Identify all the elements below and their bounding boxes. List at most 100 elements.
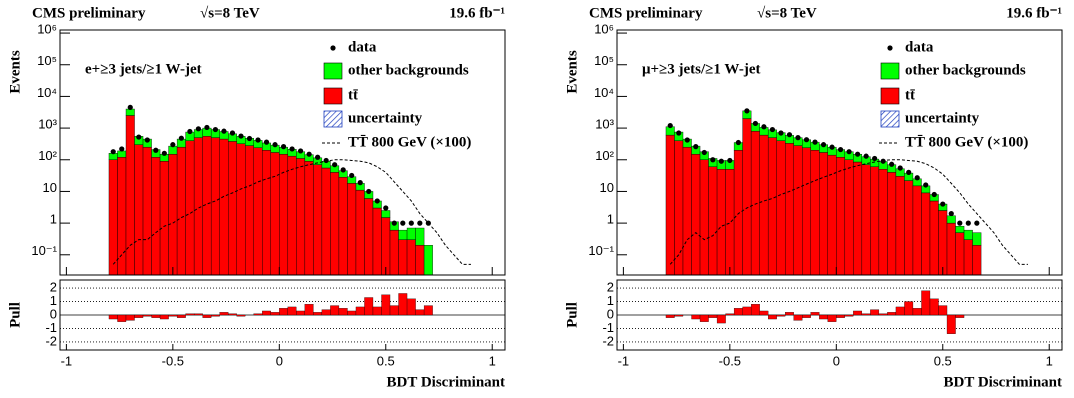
pull-bar	[228, 313, 237, 316]
header-lumi: 19.6 fb⁻¹	[449, 5, 505, 21]
data-point	[272, 142, 278, 148]
data-point	[323, 157, 329, 164]
pull-tick-label: 0	[607, 306, 614, 321]
legend-symbol	[323, 62, 343, 80]
y-tick-label: 10⁻¹	[31, 243, 57, 258]
channel-label: e+≥3 jets/≥1 W-jet	[85, 61, 202, 77]
stack-bar	[423, 245, 433, 276]
header-energy: √s=8 TeV	[200, 5, 260, 21]
pull-bar	[176, 314, 186, 318]
stack-bar	[750, 130, 760, 276]
x-tick-label: -0.5	[162, 353, 184, 368]
header-experiment: CMS preliminary	[32, 5, 146, 21]
x-tick-label: -1	[618, 353, 630, 368]
pull-bar	[381, 294, 391, 316]
data-point	[769, 126, 776, 133]
stack-bar	[262, 150, 271, 276]
pull-bar	[313, 312, 323, 316]
y-tick-label: 10⁻¹	[588, 243, 614, 258]
pull-bar	[151, 314, 161, 318]
data-point	[408, 220, 414, 226]
stack-bar	[193, 137, 203, 276]
pull-bar	[355, 306, 365, 316]
pull-bar	[674, 314, 684, 317]
stack-bar	[406, 239, 416, 276]
stack-bar	[287, 155, 297, 276]
stack-bar	[355, 189, 365, 276]
stack-bar	[742, 118, 752, 276]
data-point	[701, 149, 707, 156]
data-point	[144, 137, 150, 143]
stack-bar	[108, 159, 118, 276]
stack-bar	[810, 150, 820, 276]
data-point	[221, 128, 227, 134]
pull-bar	[887, 312, 897, 316]
stack-bar	[955, 225, 965, 233]
legend-symbol	[323, 110, 343, 128]
plot-frame	[59, 29, 506, 276]
legend-label: TT̄ 800 GeV (×100)	[905, 134, 1028, 150]
data-point	[940, 201, 946, 207]
x-tick-label: 0	[833, 353, 840, 368]
data-point	[374, 198, 380, 204]
pull-axis-label: Pull	[564, 302, 580, 328]
pull-bar	[330, 305, 340, 316]
stack-bar	[665, 134, 675, 276]
x-tick-label: 1	[1046, 353, 1053, 368]
data-point	[383, 205, 389, 211]
pull-bar	[742, 306, 752, 316]
pull-bar	[836, 314, 845, 318]
data-point	[744, 108, 750, 114]
data-point	[880, 158, 886, 164]
pull-bar	[733, 308, 743, 316]
data-point	[195, 126, 201, 132]
legend-label: TT̄ 800 GeV (×100)	[348, 134, 471, 150]
stack-bar	[347, 183, 357, 276]
stack-bar	[904, 180, 914, 276]
x-tick-label: 0	[276, 353, 283, 368]
pull-bar	[142, 314, 152, 317]
data-point	[280, 144, 287, 150]
pull-bar	[946, 314, 956, 334]
pull-bar	[665, 314, 675, 318]
data-point	[965, 220, 971, 226]
pull-bar	[776, 314, 786, 317]
stack-bar	[793, 145, 803, 276]
stack-bar	[878, 169, 888, 276]
data-point	[246, 135, 253, 142]
data-point	[710, 157, 716, 163]
pull-bar	[861, 313, 871, 316]
stack-bar	[296, 158, 306, 276]
pull-axis-label: Pull	[7, 302, 23, 328]
stack-bar	[125, 115, 135, 276]
legend-label: data	[348, 39, 377, 55]
pull-bar	[159, 314, 169, 320]
pull-bar	[819, 314, 828, 320]
stack-bar	[321, 167, 331, 276]
data-point	[837, 146, 844, 153]
pull-bar	[844, 314, 854, 317]
y-tick-label: 10⁵	[594, 53, 614, 68]
data-point	[289, 146, 295, 152]
stack-bar	[381, 217, 391, 276]
pull-bar	[364, 297, 374, 316]
data-point	[187, 128, 193, 135]
data-point	[204, 124, 210, 131]
data-point	[178, 135, 184, 141]
y-tick-label: 10³	[595, 117, 614, 132]
stack-bar	[159, 161, 169, 276]
x-tick-label: 1	[489, 353, 496, 368]
stack-bar	[716, 169, 726, 276]
pull-bar	[895, 306, 905, 316]
data-point	[229, 130, 236, 136]
data-point	[417, 220, 423, 226]
pull-bar	[691, 314, 701, 320]
pull-bar	[211, 314, 220, 317]
stack-bar	[142, 146, 152, 276]
stack-bar	[895, 176, 905, 276]
pull-bar	[938, 305, 948, 316]
stack-bar	[168, 153, 178, 276]
pull-bar	[253, 313, 263, 316]
legend-label: uncertainty	[905, 110, 980, 126]
stack-bar	[176, 146, 186, 276]
